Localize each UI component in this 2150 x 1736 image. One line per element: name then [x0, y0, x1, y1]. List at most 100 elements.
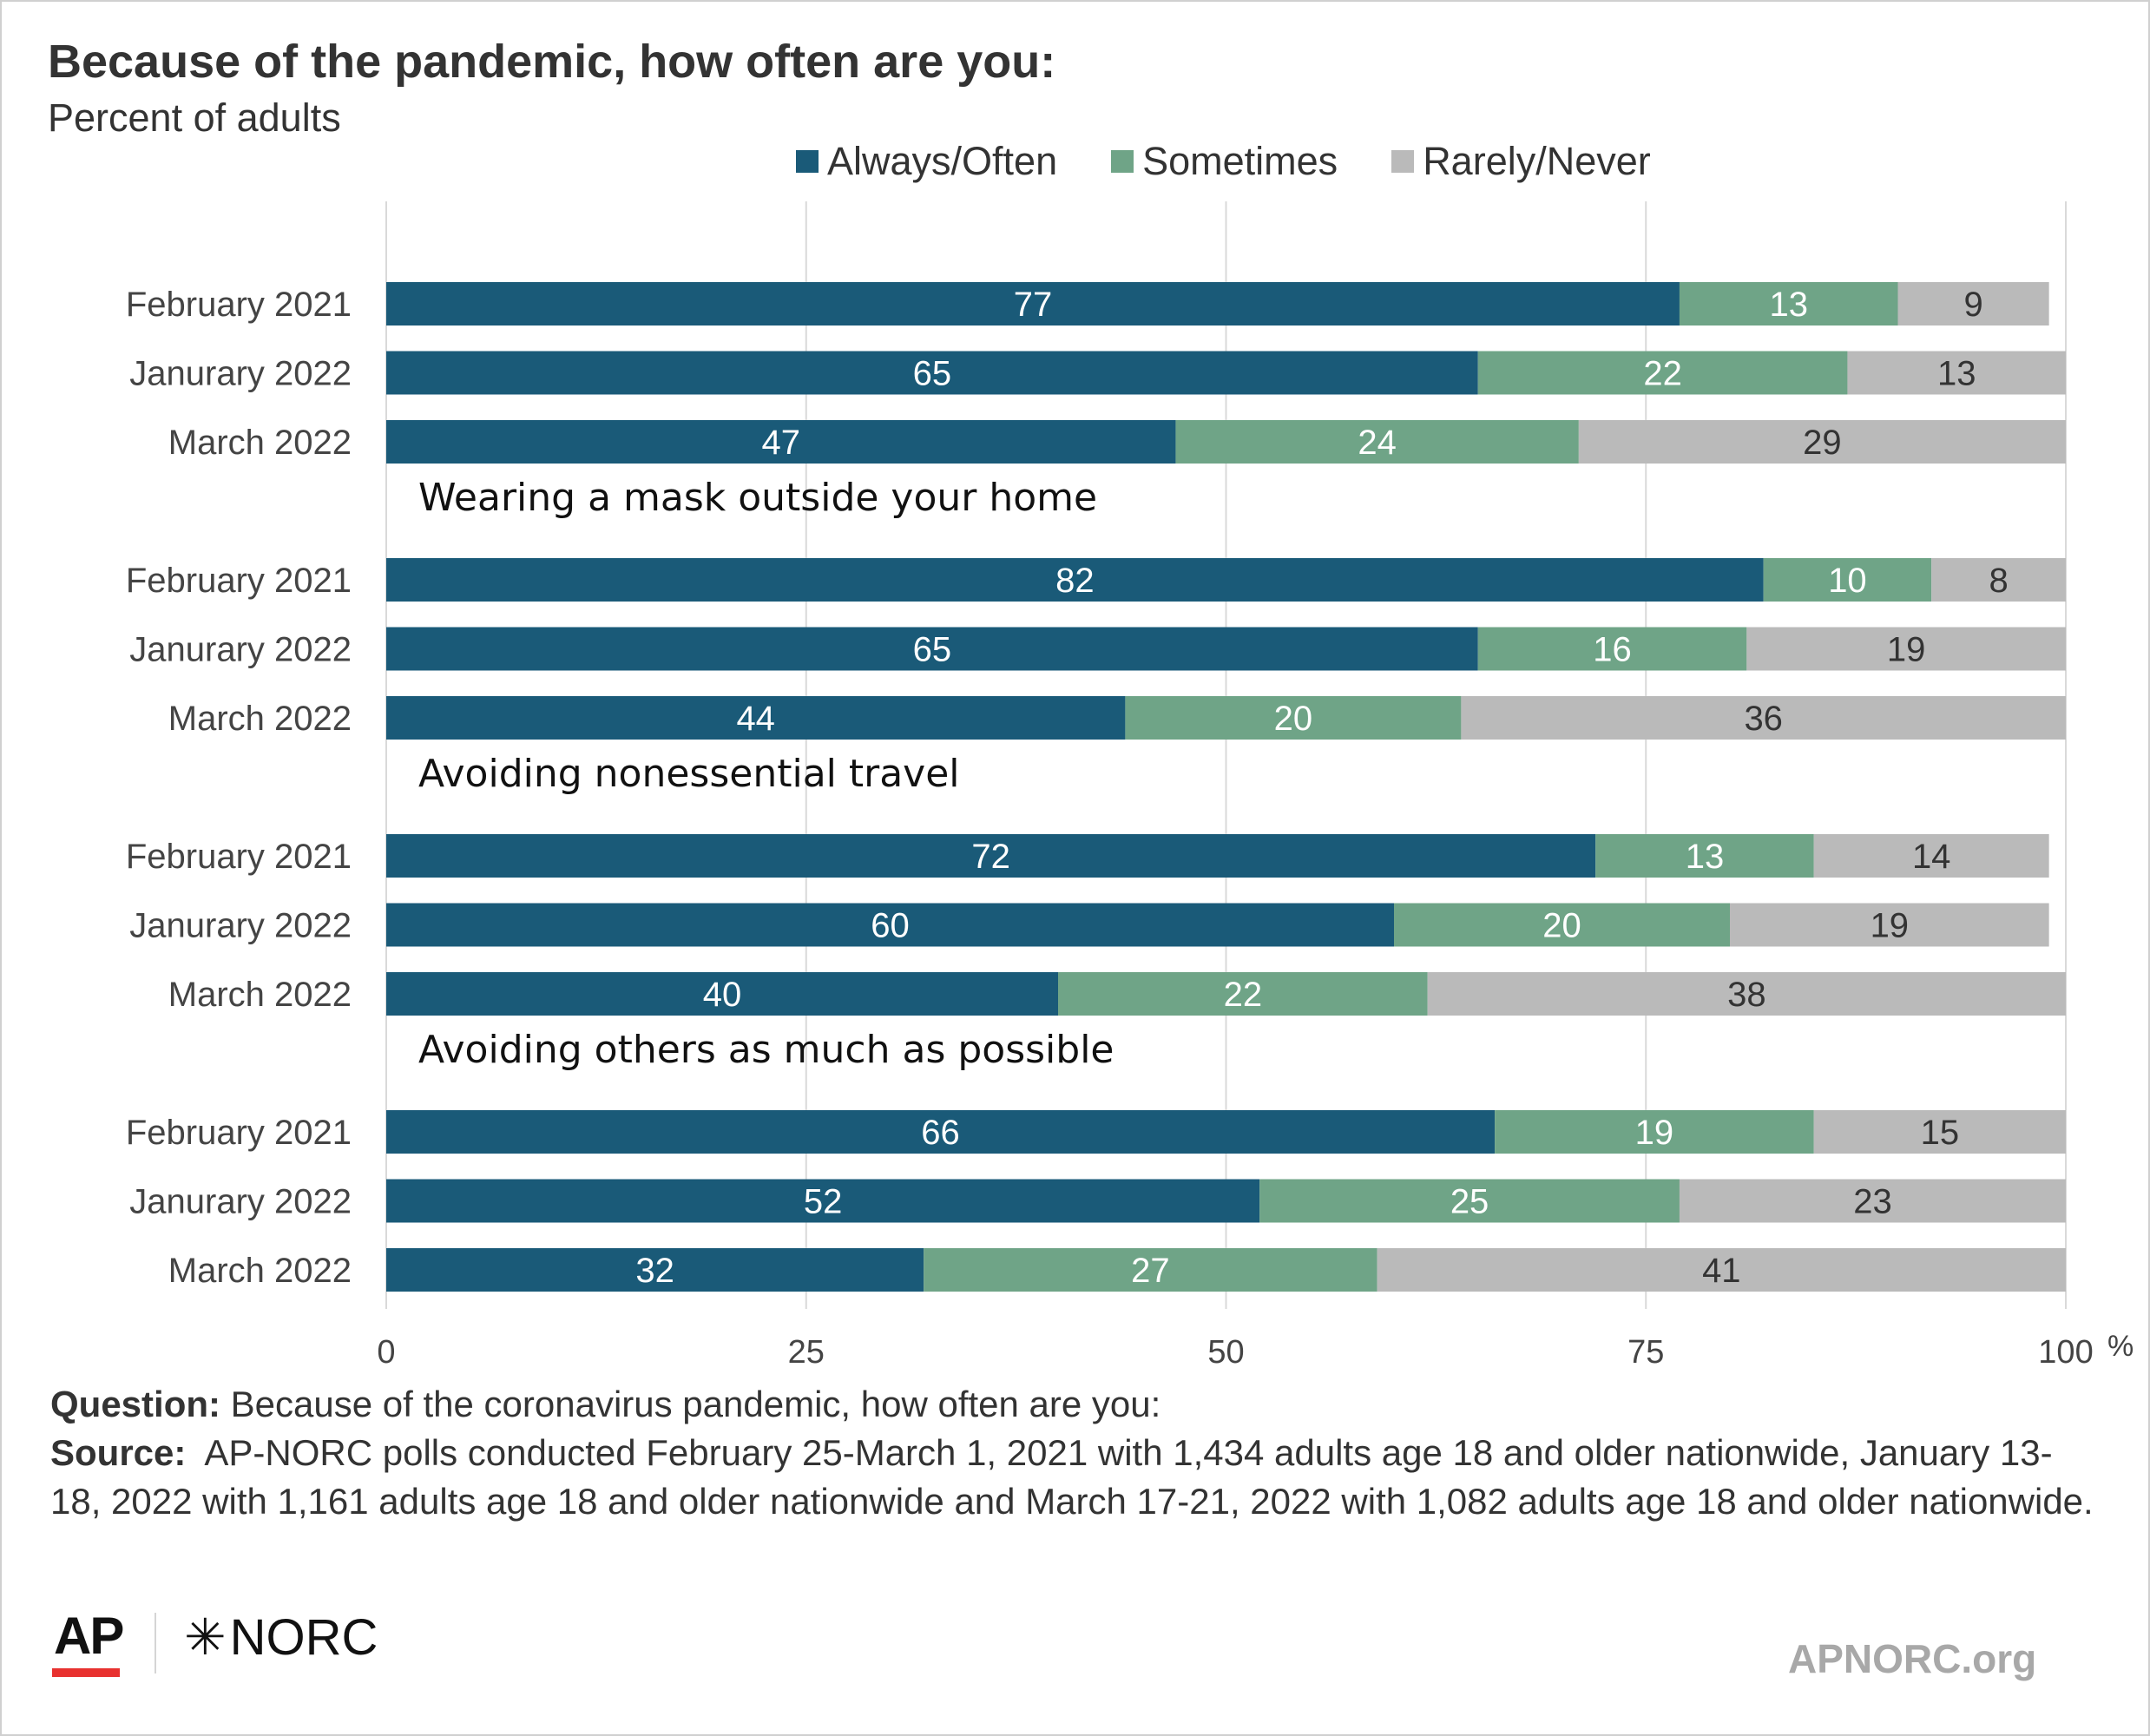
data-label-sometimes: 27 [1131, 1252, 1170, 1290]
chart-title: Because of the pandemic, how often are y… [48, 36, 1056, 88]
bar-segment-rarely-never [1679, 1179, 2066, 1223]
group-label: Avoiding nonessential travel [418, 752, 960, 796]
group-label: Avoiding others as much as possible [418, 1028, 1114, 1072]
category-label: February 2021 [126, 562, 352, 600]
category-label: March 2022 [168, 1252, 352, 1290]
group-label: Wearing a mask outside your home [418, 476, 1097, 520]
legend-swatch-rarely-never [1391, 150, 1415, 173]
ap-logo-underline [52, 1668, 120, 1677]
legend-item-sometimes: Sometimes [1111, 139, 1338, 184]
data-label-always-often: 44 [736, 700, 775, 738]
data-label-sometimes: 24 [1358, 424, 1397, 462]
category-label: Janurary 2022 [129, 631, 352, 669]
norc-logo-text: NORC [229, 1609, 378, 1666]
bar-segment-always-often [386, 903, 1394, 947]
category-label: Janurary 2022 [129, 907, 352, 945]
category-label: March 2022 [168, 976, 352, 1014]
bar-segment-always-often [386, 282, 1680, 326]
bar-segment-rarely-never [1847, 351, 2066, 395]
bar-segment-sometimes [924, 1248, 1377, 1292]
bar-segment-always-often [386, 351, 1478, 395]
data-label-rarely-never: 29 [1803, 424, 1842, 462]
data-label-always-often: 65 [913, 355, 952, 393]
logo-divider [155, 1613, 156, 1674]
data-label-rarely-never: 15 [1921, 1114, 1960, 1152]
bar-segment-always-often [386, 1179, 1260, 1223]
data-label-always-often: 65 [913, 631, 952, 669]
question-label: Question: [50, 1384, 220, 1424]
legend-label-sometimes: Sometimes [1142, 139, 1338, 183]
data-label-sometimes: 22 [1643, 355, 1682, 393]
x-unit-label: % [2107, 1330, 2134, 1363]
data-label-sometimes: 16 [1593, 631, 1632, 669]
data-label-always-often: 82 [1055, 562, 1095, 600]
legend-label-always-often: Always/Often [827, 139, 1058, 183]
bar-segment-sometimes [1259, 1179, 1680, 1223]
x-tick-label: 100 [2038, 1334, 2093, 1371]
bar-segment-rarely-never [1427, 972, 2066, 1016]
data-label-rarely-never: 41 [1702, 1252, 1741, 1290]
question-note: Question: Because of the coronavirus pan… [50, 1380, 2099, 1429]
ap-logo: AP [54, 1607, 124, 1665]
bar-segment-rarely-never [1897, 282, 2049, 326]
bar-segment-rarely-never [1730, 903, 2049, 947]
data-label-rarely-never: 19 [1871, 907, 1910, 945]
bar-segment-sometimes [1495, 1110, 1814, 1154]
bar-segment-sometimes [1175, 420, 1579, 464]
data-label-rarely-never: 14 [1912, 838, 1951, 876]
bar-segment-rarely-never [1931, 558, 2066, 602]
data-label-sometimes: 19 [1635, 1114, 1674, 1152]
bar-segment-always-often [386, 834, 1596, 878]
legend-item-rarely-never: Rarely/Never [1391, 139, 1651, 184]
legend-swatch-sometimes [1111, 150, 1134, 173]
data-label-always-often: 40 [703, 976, 742, 1014]
data-label-sometimes: 25 [1450, 1183, 1489, 1221]
chart-subtitle: Percent of adults [48, 95, 341, 140]
bar-segment-sometimes [1595, 834, 1814, 878]
data-label-sometimes: 20 [1542, 907, 1581, 945]
x-tick-label: 0 [377, 1334, 395, 1371]
bar-segment-rarely-never [1746, 627, 2066, 671]
bar-segment-sometimes [1477, 627, 1747, 671]
data-label-rarely-never: 38 [1727, 976, 1766, 1014]
legend: Always/Often Sometimes Rarely/Never [796, 139, 1705, 184]
bar-segment-sometimes [1394, 903, 1730, 947]
bar-segment-rarely-never [1813, 1110, 2066, 1154]
x-tick-label: 25 [788, 1334, 825, 1371]
question-text: Because of the coronavirus pandemic, how… [220, 1384, 1161, 1424]
bar-segment-sometimes [1058, 972, 1428, 1016]
data-label-rarely-never: 36 [1744, 700, 1783, 738]
data-label-always-often: 32 [635, 1252, 674, 1290]
category-label: Janurary 2022 [129, 1183, 352, 1221]
bar-segment-always-often [386, 696, 1126, 740]
data-label-sometimes: 13 [1686, 838, 1725, 876]
data-label-rarely-never: 13 [1937, 355, 1976, 393]
data-label-sometimes: 13 [1769, 286, 1808, 324]
norc-logo: ✳NORC [184, 1608, 378, 1667]
bar-segment-always-often [386, 1110, 1496, 1154]
legend-swatch-always-often [796, 150, 819, 173]
category-label: March 2022 [168, 700, 352, 738]
stacked-bar-chart: 0 25 50 75 100 % February 2021 77 13 9 Janurary 20… [126, 201, 2134, 1371]
data-label-rarely-never: 23 [1853, 1183, 1892, 1221]
bar-segment-rarely-never [1578, 420, 2066, 464]
bar-segment-rarely-never [1813, 834, 2049, 878]
bar-segment-sometimes [1763, 558, 1932, 602]
data-label-rarely-never: 19 [1887, 631, 1926, 669]
data-label-always-often: 47 [761, 424, 800, 462]
category-label: March 2022 [168, 424, 352, 462]
x-tick-label: 75 [1627, 1334, 1664, 1371]
source-note: Source: AP-NORC polls conducted February… [50, 1429, 2099, 1526]
data-label-sometimes: 10 [1828, 562, 1867, 600]
bar-segment-sometimes [1477, 351, 1848, 395]
category-label: Janurary 2022 [129, 355, 352, 393]
data-label-always-often: 52 [804, 1183, 843, 1221]
bar-segment-sometimes [1125, 696, 1462, 740]
data-label-sometimes: 20 [1274, 700, 1313, 738]
data-label-rarely-never: 8 [1989, 562, 2008, 600]
data-label-always-often: 66 [921, 1114, 960, 1152]
data-label-always-often: 60 [871, 907, 910, 945]
legend-item-always-often: Always/Often [796, 139, 1057, 184]
bar-segment-always-often [386, 627, 1478, 671]
